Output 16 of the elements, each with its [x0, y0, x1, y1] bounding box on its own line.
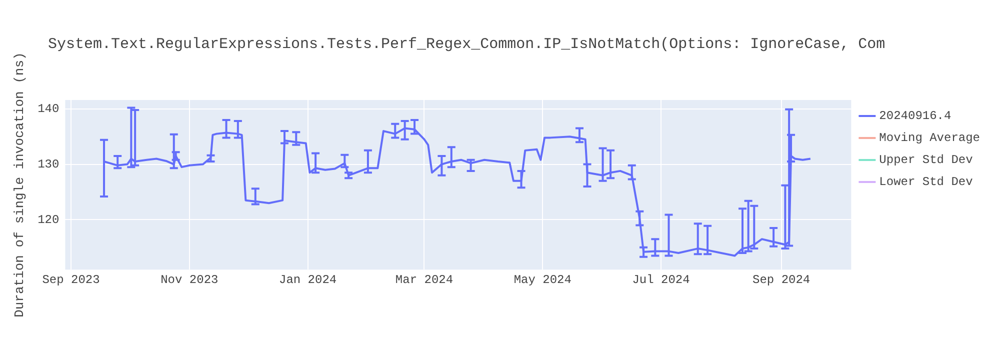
x-tick-label: Sep 2023 — [42, 272, 100, 287]
x-tick-label: Sep 2024 — [752, 272, 810, 287]
y-tick-label: 130 — [38, 157, 60, 172]
y-axis-title: Duration of single invocation (ns) — [12, 52, 28, 318]
x-tick-label: Jul 2024 — [632, 272, 690, 287]
x-tick-label: Mar 2024 — [395, 272, 454, 287]
legend-label: Lower Std Dev — [879, 175, 973, 190]
legend-label: Moving Average — [879, 131, 980, 146]
y-tick-label: 120 — [38, 212, 60, 227]
legend-label: 20240916.4 — [879, 109, 952, 124]
x-tick-label: May 2024 — [514, 272, 572, 287]
y-tick-label: 140 — [38, 102, 60, 116]
chart-title: System.Text.RegularExpressions.Tests.Perf_Regex_Common.IP_IsNotMatch(Options: IgnoreCase, Com — [48, 36, 886, 53]
x-tick-label: Jan 2024 — [278, 272, 337, 287]
x-tick-label: Nov 2023 — [160, 272, 218, 287]
legend-label: Upper Std Dev — [879, 153, 973, 168]
